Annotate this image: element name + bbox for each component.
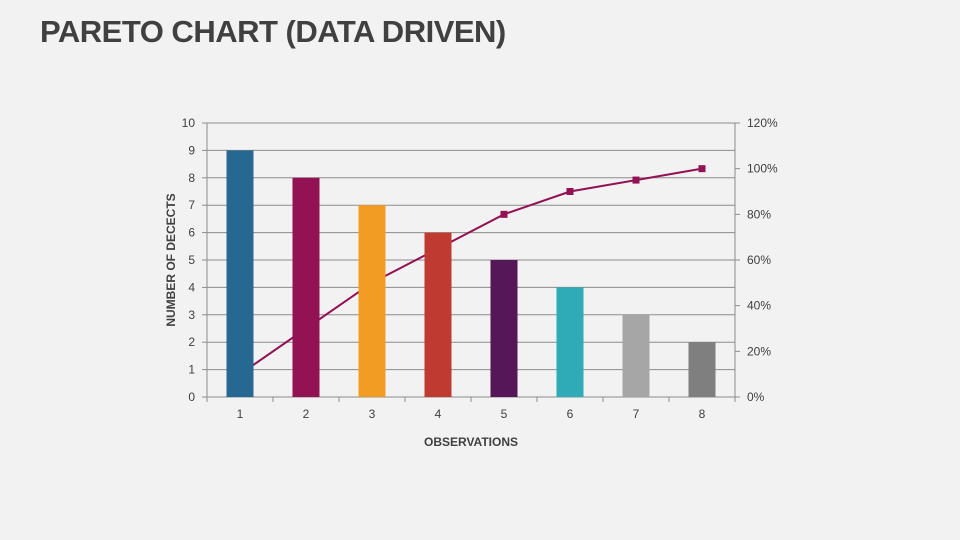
y-tick-label: 2 (188, 335, 195, 349)
y2-tick-label: 60% (747, 253, 771, 267)
y-axis-title: NUMBER OF DECECTS (164, 193, 178, 326)
y-tick-label: 8 (188, 171, 195, 185)
y-tick-label: 4 (188, 280, 195, 294)
y-tick-label: 3 (188, 308, 195, 322)
y2-tick-label: 100% (747, 162, 778, 176)
y2-tick-label: 40% (747, 299, 771, 313)
y-tick-label: 0 (188, 390, 195, 404)
y2-tick-label: 0% (747, 390, 765, 404)
y-tick-label: 1 (188, 363, 195, 377)
x-tick-label: 8 (699, 407, 706, 421)
cumulative-marker (500, 210, 508, 218)
bar (556, 287, 584, 397)
y2-tick-label: 120% (747, 116, 778, 130)
bar (424, 232, 452, 397)
y-tick-label: 6 (188, 226, 195, 240)
x-tick-label: 5 (501, 407, 508, 421)
x-tick-label: 7 (633, 407, 640, 421)
y-tick-label: 5 (188, 253, 195, 267)
x-tick-label: 6 (567, 407, 574, 421)
bar (622, 314, 650, 397)
bar (226, 150, 254, 397)
bar (358, 205, 386, 397)
x-tick-label: 1 (237, 407, 244, 421)
y-tick-label: 7 (188, 198, 195, 212)
y-tick-label: 9 (188, 143, 195, 157)
cumulative-marker (632, 176, 640, 184)
page-title: PARETO CHART (DATA DRIVEN) (40, 14, 506, 49)
x-tick-label: 3 (369, 407, 376, 421)
x-tick-label: 2 (303, 407, 310, 421)
bar (490, 260, 518, 397)
y2-tick-label: 80% (747, 207, 771, 221)
cumulative-marker (698, 165, 706, 173)
bar (292, 177, 320, 397)
y2-tick-label: 20% (747, 344, 771, 358)
x-tick-label: 4 (435, 407, 442, 421)
y-tick-label: 10 (182, 116, 196, 130)
cumulative-marker (566, 188, 574, 195)
bar (688, 342, 716, 397)
x-axis-title: OBSERVATIONS (424, 435, 518, 449)
